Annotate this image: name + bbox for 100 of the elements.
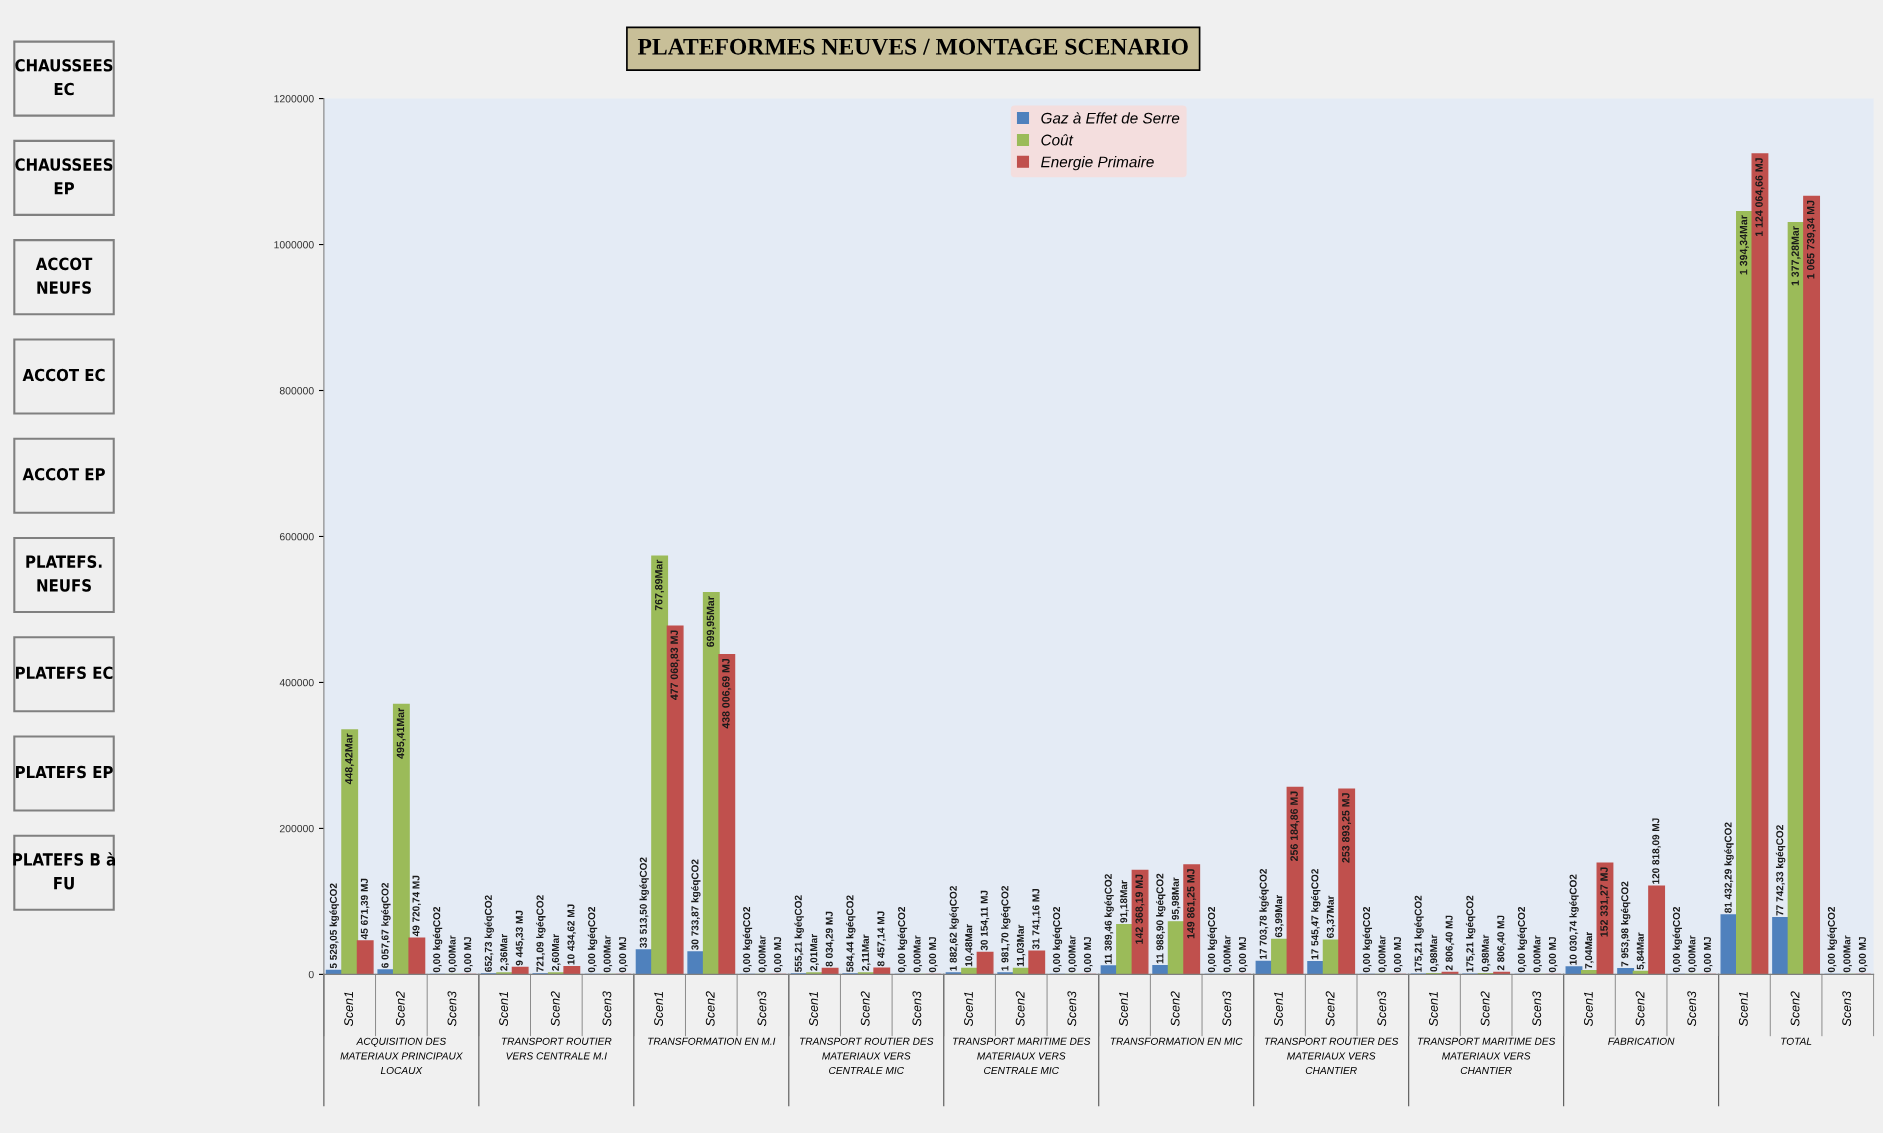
data-label: 6 057,67 kgéqCO2	[381, 883, 391, 968]
data-label: 0,00 kgéqCO2	[432, 906, 443, 973]
data-label: 10,48Mar	[965, 924, 974, 967]
x-tick-label: Scen2	[1480, 991, 1490, 1027]
data-label: 0,00Mar	[1223, 935, 1233, 973]
text: PLATEFS B à FU	[13, 852, 116, 890]
y-tick-label: 1200000	[274, 95, 314, 103]
data-label: 45 671,39 MJ	[360, 878, 370, 940]
data-label: 0,00 MJ	[1858, 937, 1868, 973]
data-label: 0,00 MJ	[774, 937, 783, 973]
legend-label: Coût	[1041, 134, 1074, 146]
data-label: 699,95Mar	[706, 596, 716, 647]
x-tick-label: Scen1	[1583, 992, 1593, 1027]
x-tick-label: Scen3	[1377, 991, 1387, 1027]
data-label: 0,00Mar	[1378, 935, 1387, 973]
data-label: 0,00 kgéqCO2	[1207, 906, 1218, 973]
text: TRANSFORMATION EN MIC	[1110, 1037, 1243, 1045]
x-tick-label: Scen1	[1274, 992, 1283, 1027]
data-label: 0,98Mar	[1481, 934, 1491, 972]
data-label: 17 703,78 kgéqCO2	[1259, 868, 1269, 960]
data-label: 0,00 kgéqCO2	[897, 906, 908, 973]
data-label: 11 988,90 kgéqCO2	[1155, 873, 1166, 964]
data-label: 31 741,16 MJ	[1032, 888, 1041, 950]
data-label: 0,00 MJ	[619, 937, 628, 973]
data-label: 11,03Mar	[1016, 924, 1026, 967]
data-label: 2,36Mar	[500, 934, 509, 971]
data-label: 0,00Mar	[1068, 935, 1078, 973]
x-tick-label: Scen2	[705, 991, 715, 1027]
x-tick-label: Scen3	[602, 991, 612, 1027]
legend-label: Gaz à Effet de Serre	[1041, 112, 1180, 124]
data-label: 5,84Mar	[1636, 932, 1646, 970]
x-tick-label: Scen2	[1015, 991, 1025, 1027]
x-tick-label: Scen2	[550, 991, 560, 1027]
text: TRANSPORT ROUTIER DES MATERIAUX VERS CHANTIER	[1264, 1037, 1399, 1075]
data-label: 584,44 kgéqCO2	[846, 895, 856, 972]
data-label: 652,73 kgéqCO2	[484, 895, 494, 972]
x-tick-label: Scen2	[860, 991, 870, 1027]
data-label: 0,00Mar	[1533, 935, 1542, 973]
data-label: 438 006,69 MJ	[722, 658, 732, 729]
data-label: 0,00 kgéqCO2	[1052, 906, 1063, 973]
legend-label: Energie Primaire	[1041, 156, 1154, 171]
data-label: 0,00 kgéqCO2	[1827, 906, 1837, 973]
data-label: 0,00Mar	[913, 935, 923, 973]
data-label: 0,00 kgéqCO2	[742, 906, 753, 973]
data-label: 0,00 kgéqCO2	[1362, 906, 1373, 973]
x-tick-label: Scen3	[1532, 991, 1542, 1027]
data-label: 0,98Mar	[1430, 934, 1439, 972]
y-tick-label: 0	[308, 970, 314, 979]
text: ACCOT EC	[22, 368, 105, 382]
x-tick-label: Scen1	[964, 992, 973, 1027]
data-label: 495,41Mar	[396, 708, 406, 759]
data-label: 1 377,28Mar	[1791, 226, 1801, 286]
x-tick-label: Scen1	[809, 992, 818, 1027]
data-label: 2,01Mar	[810, 934, 819, 971]
y-tick-label: 600000	[279, 532, 314, 541]
data-label: 175,21 kgéqCO2	[1414, 895, 1424, 972]
y-tick-label: 1000000	[274, 241, 314, 249]
y-tick-label: 800000	[279, 387, 314, 395]
text: PLATEFS EP	[15, 765, 113, 779]
text: TRANSFORMATION EN M.I	[648, 1037, 776, 1045]
x-tick-label: Scen2	[1635, 991, 1645, 1027]
data-label: 2 806,40 MJ	[1445, 915, 1455, 971]
data-label: 0,00 MJ	[929, 937, 938, 973]
data-label: 8 034,29 MJ	[825, 911, 835, 967]
text: PLATEFS. NEUFS	[26, 555, 102, 592]
x-tick-label: Scen1	[1119, 992, 1128, 1027]
data-label: 0,00 MJ	[1084, 937, 1093, 973]
x-tick-label: Scen3	[1842, 991, 1852, 1027]
data-label: 0,00 MJ	[1238, 937, 1248, 973]
data-label: 448,42Mar	[345, 733, 355, 785]
text: PLATEFS EC	[15, 666, 113, 680]
x-tick-label: Scen3	[1687, 991, 1697, 1027]
data-label: 8 457,14 MJ	[877, 911, 886, 967]
data-label: 10 434,62 MJ	[567, 904, 576, 965]
data-label: 120 818,09 MJ	[1652, 818, 1661, 884]
text: TRANSPORT MARITIME DES MATERIAUX VERS CENTRALE MIC	[952, 1037, 1091, 1075]
data-label: 49 720,74 MJ	[412, 875, 421, 937]
x-tick-label: Scen3	[1222, 991, 1232, 1027]
data-label: 11 389,46 kgéqCO2	[1104, 874, 1114, 964]
x-tick-label: Scen3	[912, 991, 922, 1027]
text: CHAUSSEES EP	[15, 158, 113, 195]
data-label: 77 742,33 kgéqCO2	[1775, 825, 1786, 916]
data-label: 152 331,27 MJ	[1600, 867, 1610, 937]
text: ACQUISITION DES MATERIAUX PRINCIPAUX LOCAUX	[340, 1037, 463, 1075]
data-label: 5 529,05 kgéqCO2	[329, 883, 339, 969]
data-label: 30 733,87 kgéqCO2	[691, 859, 701, 950]
x-tick-label: Scen1	[499, 992, 509, 1027]
data-label: 175,21 kgéqCO2	[1465, 895, 1476, 972]
x-tick-label: Scen1	[344, 992, 354, 1027]
data-label: 0,00 kgéqCO2	[587, 906, 598, 973]
data-label: 256 184,86 MJ	[1290, 791, 1300, 861]
x-tick-label: Scen2	[395, 991, 405, 1027]
x-tick-label: Scen3	[1067, 991, 1077, 1027]
data-label: 0,00Mar	[1688, 935, 1697, 973]
data-label: 0,00Mar	[603, 935, 613, 973]
data-label: 2 806,40 MJ	[1497, 915, 1506, 971]
data-label: 33 513,50 kgéqCO2	[639, 857, 649, 948]
data-label: 477 068,83 MJ	[670, 630, 680, 700]
data-label: 555,21 kgéqCO2	[794, 895, 804, 972]
data-label: 1 065 739,34 MJ	[1806, 200, 1816, 279]
